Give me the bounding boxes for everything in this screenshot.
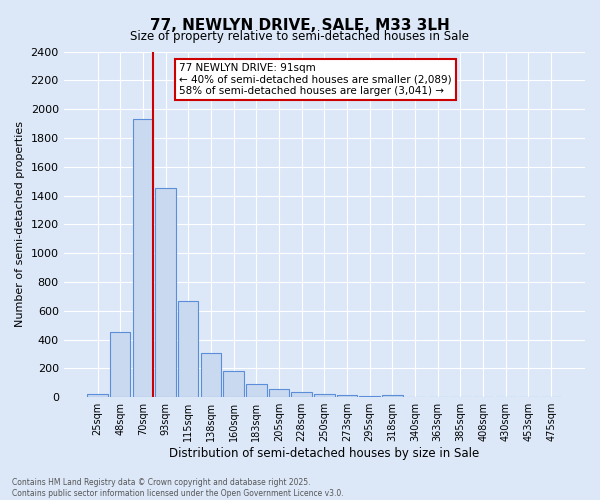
Bar [155, 188, 176, 397]
Bar [88, 394, 108, 397]
Text: Contains HM Land Registry data © Crown copyright and database right 2025.
Contai: Contains HM Land Registry data © Crown c… [12, 478, 344, 498]
Bar [359, 396, 380, 397]
Text: 77, NEWLYN DRIVE, SALE, M33 3LH: 77, NEWLYN DRIVE, SALE, M33 3LH [150, 18, 450, 32]
Text: Size of property relative to semi-detached houses in Sale: Size of property relative to semi-detach… [131, 30, 470, 43]
Bar [246, 384, 266, 397]
Bar [382, 395, 403, 397]
Bar [110, 332, 130, 397]
Y-axis label: Number of semi-detached properties: Number of semi-detached properties [15, 122, 25, 328]
Bar [314, 394, 335, 397]
Text: 77 NEWLYN DRIVE: 91sqm
← 40% of semi-detached houses are smaller (2,089)
58% of : 77 NEWLYN DRIVE: 91sqm ← 40% of semi-det… [179, 63, 452, 96]
Bar [292, 392, 312, 397]
X-axis label: Distribution of semi-detached houses by size in Sale: Distribution of semi-detached houses by … [169, 447, 479, 460]
Bar [178, 300, 199, 397]
Bar [133, 119, 153, 397]
Bar [269, 388, 289, 397]
Bar [337, 395, 357, 397]
Bar [223, 371, 244, 397]
Bar [201, 354, 221, 397]
